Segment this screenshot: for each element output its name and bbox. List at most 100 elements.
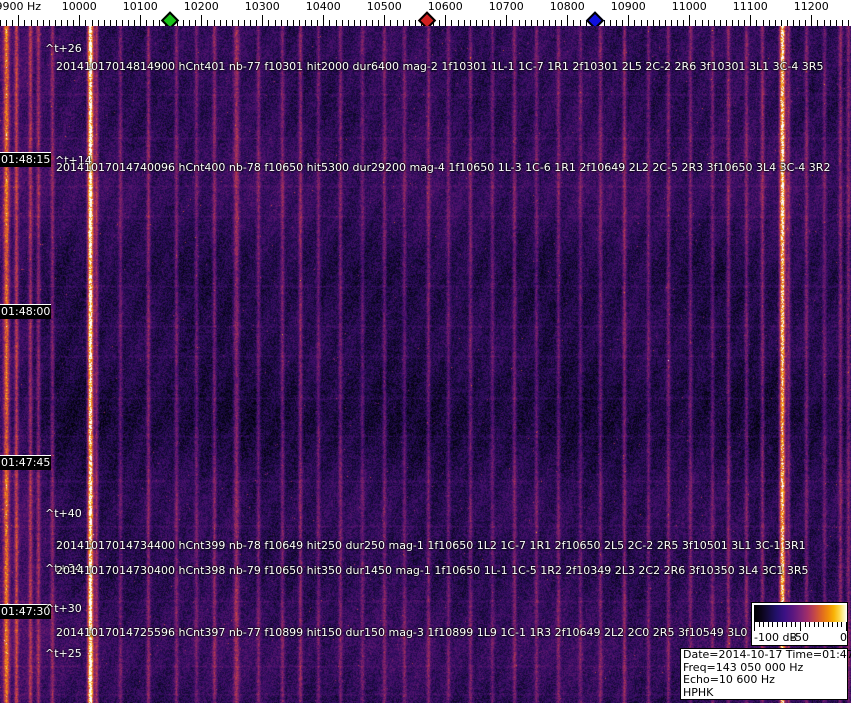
freq-tick-minor [677,20,679,26]
freq-tick-minor [536,20,538,26]
time-axis-label: 01:48:00 [0,304,52,319]
freq-tick-minor [451,20,453,26]
freq-tick-major [811,15,813,26]
colorbar-labels: -100 dB -50 0 [754,631,847,645]
freq-tick-minor [0,20,1,26]
freq-tick-minor [518,20,520,26]
freq-tick-major [567,15,569,26]
time-offset-marker: ^t+14 [55,154,92,167]
colorbar-tick-label: -50 [791,631,809,644]
freq-tick-major [201,15,203,26]
info-line-station: HPHK [683,685,714,699]
freq-tick-minor [603,20,605,26]
freq-tick-minor [329,20,331,26]
freq-tick-minor [530,20,532,26]
freq-tick-minor [335,20,337,26]
colorbar-tick-major [800,622,801,631]
colorbar-tick-minor [781,622,783,627]
freq-tick-minor [286,20,288,26]
colorbar-tick-minor [772,622,774,627]
freq-tick-minor [189,20,191,26]
freq-tick-minor [622,20,624,26]
freq-tick-minor [439,20,441,26]
freq-tick-label: 10500 [366,0,402,13]
freq-tick-major [506,15,508,26]
freq-tick-minor [237,20,239,26]
freq-tick-minor [122,20,123,26]
colorbar-tick-minor [758,622,760,627]
freq-tick-minor [85,20,87,26]
colorbar-tick-label: 0 [840,631,847,644]
freq-tick-minor [500,20,502,26]
freq-tick-minor [823,20,825,26]
freq-tick-minor [152,20,154,26]
freq-tick-minor [542,20,544,26]
freq-tick-minor [652,20,654,26]
freq-tick-label: 11000 [671,0,707,13]
freq-tick-minor [457,20,459,26]
freq-tick-label: 10100 [122,0,158,13]
colorbar-tick-minor [777,622,778,627]
freq-tick-label: 10700 [488,0,524,13]
freq-tick-minor [48,20,50,26]
freq-tick-minor [463,20,465,26]
info-line-freq: Freq=143 050 000 Hz [683,660,804,674]
colorbar-tick-minor [818,622,820,627]
freq-tick-minor [799,20,801,26]
hit-detection-line: 20141017014740096 hCnt400 nb-78 f10650 h… [56,161,831,174]
freq-tick-major [262,15,264,26]
freq-tick-minor [780,20,782,26]
freq-tick-label: 10200 [183,0,219,13]
freq-tick-minor [109,20,111,26]
freq-tick-minor [372,20,374,26]
freq-tick-minor [298,20,300,26]
freq-tick-minor [774,20,776,26]
freq-tick-minor [213,20,215,26]
freq-tick-major [18,15,20,26]
freq-tick-label: 10800 [549,0,585,13]
spectrogram-canvas[interactable] [0,26,851,703]
freq-tick-minor [378,20,380,26]
time-axis-label: 01:48:15 [0,152,52,167]
freq-tick-minor [725,20,727,26]
freq-tick-minor [786,20,788,26]
freq-tick-minor [481,20,483,26]
time-axis-label: 01:47:30 [0,604,52,619]
freq-tick-minor [835,20,837,26]
freq-tick-minor [91,20,93,26]
freq-tick-minor [695,20,697,26]
time-offset-marker: ^t+40 [45,507,82,520]
freq-tick-minor [744,20,746,26]
spectrogram-waterfall[interactable] [0,26,851,703]
freq-tick-minor [396,20,398,26]
freq-tick-major [323,15,325,26]
freq-tick-minor [12,20,14,26]
freq-tick-minor [646,20,648,26]
freq-tick-label: 10900 [610,0,646,13]
freq-tick-minor [256,20,258,26]
freq-tick-minor [634,20,636,26]
freq-tick-minor [6,20,8,26]
freq-tick-minor [24,20,26,26]
freq-tick-minor [829,20,831,26]
info-line-date: Date=2014-10-17 Time=01:47 UTC [683,648,851,661]
freq-tick-minor [701,20,703,26]
hit-detection-line: 20141017014814900 hCnt401 nb-77 f10301 h… [56,60,824,73]
freq-tick-minor [408,20,410,26]
freq-tick-minor [292,20,294,26]
freq-tick-minor [768,20,770,26]
freq-tick-minor [841,20,843,26]
colorbar-tick-minor [841,622,843,627]
freq-tick-major [384,15,386,26]
freq-tick-minor [616,20,618,26]
frequency-axis[interactable]: 9900 Hz 10000 10100 10200 10300 10400 10500 106… [0,0,851,30]
colorbar-tick-minor [813,622,815,627]
colorbar-tick-label: -100 dB [754,631,797,644]
freq-tick-major [140,15,142,26]
freq-tick-minor [805,20,807,26]
freq-tick-minor [311,20,313,26]
time-offset-marker: ^t+26 [45,42,82,55]
freq-tick-minor [549,20,550,26]
freq-tick-minor [115,20,117,26]
